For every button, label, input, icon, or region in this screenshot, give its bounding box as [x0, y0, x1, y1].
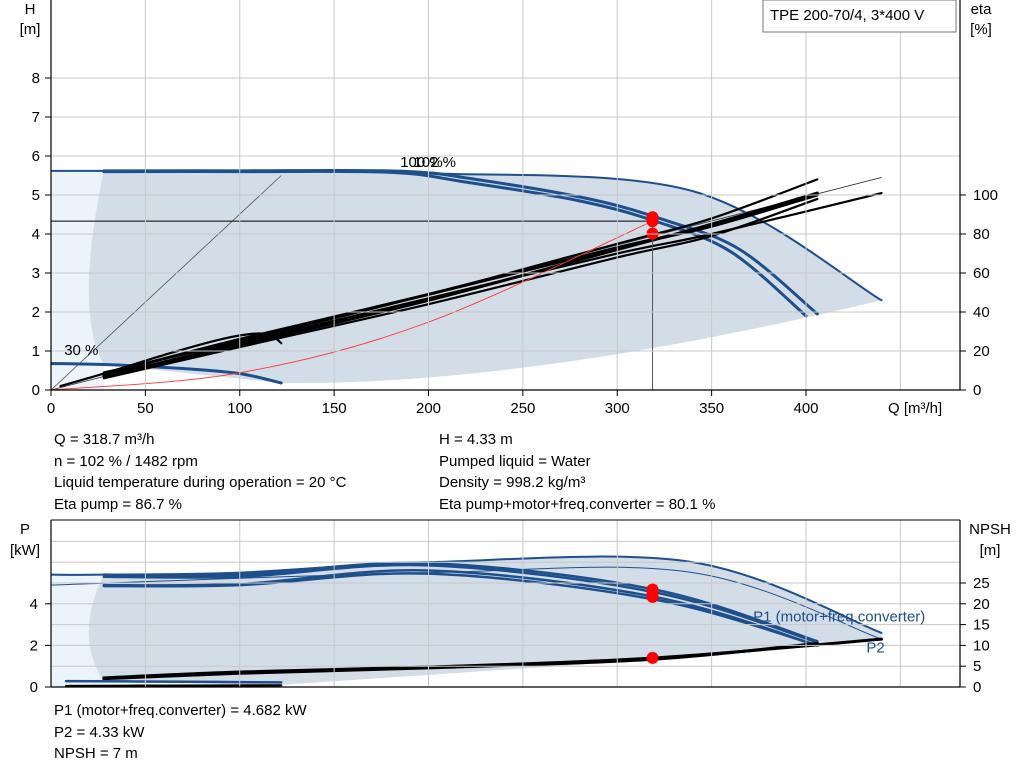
power-y-tick-label: 0 [30, 679, 38, 696]
speed-label: 102 % [413, 154, 456, 171]
power-y2-tick-label: 0 [973, 679, 981, 696]
power-y-tick-label: 4 [30, 596, 38, 613]
curve-p2_100 [102, 572, 819, 647]
duty-point [646, 211, 659, 224]
qh-y-tick-label: 6 [32, 148, 40, 165]
qh-y-tick-label: 2 [32, 304, 40, 321]
qh-x-tick-label: 0 [47, 400, 55, 417]
info-npsh: NPSH = 7 m [54, 745, 138, 762]
speed-label: 30 % [64, 342, 98, 359]
power-y2-tick-label: 5 [973, 658, 981, 675]
power-y2-tick-label: 10 [973, 637, 990, 654]
info-pumped-liquid: Pumped liquid = Water [439, 452, 591, 470]
info-flow: Q = 318.7 m³/h [54, 431, 155, 448]
curve-qh_30 [51, 361, 283, 385]
title-box [762, 0, 957, 33]
info-p1: P1 (motor+freq.converter) = 4.682 kW [54, 702, 307, 719]
power-series-label: P1 (motor+freq.converter) [753, 608, 925, 625]
power-y-tick-label: 2 [30, 637, 38, 654]
power-duty-point [646, 590, 659, 603]
qh-y-tick-label: 5 [32, 187, 40, 204]
power-plot: P1 (motor+freq.converter) P2 0 2 4 0 5 10 15 20 25… [10, 519, 1011, 696]
qh-x-tick-label: 400 [793, 400, 818, 417]
qh-y-tick-label: 7 [32, 109, 40, 126]
qh-x-axis-label: Q [m³/h] [888, 400, 942, 417]
qh-y2-axis-label-unit: [%] [970, 21, 992, 38]
info-speed: n = 102 % / 1482 rpm [54, 452, 198, 470]
power-left-band [51, 574, 104, 687]
curve-p1_thin [51, 566, 882, 640]
info-top-left: Q = 318.7 m³/h n = 102 % / 1482 rpm Liqu… [54, 429, 346, 515]
qh-y2-tick-label: 100 [973, 187, 998, 204]
qh-y-tick-label: 3 [32, 265, 40, 282]
qh-x-tick-label: 200 [416, 400, 441, 417]
curve-p_30 [65, 684, 283, 687]
qh-y2-tick-label: 80 [973, 226, 990, 243]
qh-y-tick-label: 8 [32, 70, 40, 87]
power-y-axis-label-unit: [kW] [10, 542, 40, 559]
info-bottom: P1 (motor+freq.converter) = 4.682 kW P2 … [54, 700, 307, 765]
power-y2-axis-label-unit: [m] [980, 542, 1001, 559]
qh-y-axis-label: H [25, 1, 36, 18]
qh-y-tick-label: 0 [32, 382, 40, 399]
power-plot-area [51, 555, 883, 687]
qh-left-band [51, 170, 104, 390]
power-series-label: P2 [866, 639, 884, 656]
curve-eta_total_b [102, 178, 819, 374]
curve-p_30b [64, 679, 283, 684]
info-eta-pump: Eta pump = 86.7 % [54, 495, 182, 513]
qh-thin-line [51, 175, 282, 390]
curve-system_curve [51, 220, 653, 390]
power-y-axis-label: P [20, 521, 30, 538]
qh-y2-tick-label: 60 [973, 265, 990, 282]
qh-y-tick-label: 1 [32, 343, 40, 360]
qh-x-tick-label: 250 [510, 400, 535, 417]
qh-x-tick-label: 150 [322, 400, 347, 417]
info-density: Density = 998.2 kg/m³ [439, 474, 586, 491]
power-y2-tick-label: 20 [973, 596, 990, 613]
qh-y-axis-label-unit: [m] [20, 21, 41, 38]
qh-x-tick-label: 100 [227, 400, 252, 417]
power-y2-tick-label: 25 [973, 575, 990, 592]
chart-title: TPE 200-70/4, 3*400 V [770, 7, 924, 24]
qh-x-tick-label: 50 [137, 400, 154, 417]
curve-p1_100 [102, 563, 819, 644]
info-p2: P2 = 4.33 kW [54, 723, 145, 741]
qh-x-tick-label: 350 [699, 400, 724, 417]
qh-y2-axis-label: eta [971, 1, 993, 18]
speed-label: 100 % [400, 154, 443, 171]
qh-y2-tick-label: 20 [973, 343, 990, 360]
curve-npsh_b [102, 641, 819, 681]
power-y2-tick-label: 15 [973, 617, 990, 634]
qh-plot-area [51, 168, 883, 390]
info-top-right: H = 4.33 m Pumped liquid = Water Density… [439, 429, 715, 515]
info-eta-total: Eta pump+motor+freq.converter = 80.1 % [439, 495, 716, 513]
power-y2-axis-label: NPSH [969, 521, 1011, 538]
qh-y-tick-label: 4 [32, 226, 40, 243]
power-duty-point [646, 651, 659, 664]
qh-y2-tick-label: 0 [973, 382, 981, 399]
info-liquid-temperature: Liquid temperature during operation = 20… [54, 474, 347, 491]
power-operating-area [88, 556, 882, 685]
qh-x-tick-label: 300 [605, 400, 630, 417]
curve-p1_102 [102, 561, 819, 643]
info-head: H = 4.33 m [439, 431, 513, 448]
qh-y2-tick-label: 40 [973, 304, 990, 321]
